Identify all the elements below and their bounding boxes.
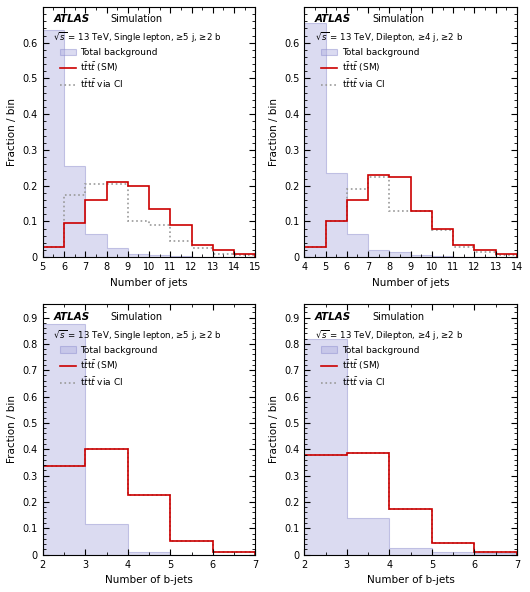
Text: (b): (b) [402,306,419,319]
Y-axis label: Fraction / bin: Fraction / bin [269,395,278,464]
Text: $\sqrt{s}$ = 13 TeV, Dilepton, ≥4 j, ≥2 b: $\sqrt{s}$ = 13 TeV, Dilepton, ≥4 j, ≥2 … [315,31,463,45]
Legend: Total background, t$\bar{t}$t$\bar{t}$ (SM), t$\bar{t}$t$\bar{t}$ via CI: Total background, t$\bar{t}$t$\bar{t}$ (… [58,344,160,390]
Text: $\sqrt{s}$ = 13 TeV, Single lepton, ≥5 j, ≥2 b: $\sqrt{s}$ = 13 TeV, Single lepton, ≥5 j… [54,328,222,343]
X-axis label: Number of b-jets: Number of b-jets [105,575,193,585]
Text: $\sqrt{s}$ = 13 TeV, Single lepton, ≥5 j, ≥2 b: $\sqrt{s}$ = 13 TeV, Single lepton, ≥5 j… [54,31,222,45]
Legend: Total background, t$\bar{t}$t$\bar{t}$ (SM), t$\bar{t}$t$\bar{t}$ via CI: Total background, t$\bar{t}$t$\bar{t}$ (… [320,344,421,390]
Text: Simulation: Simulation [111,312,163,322]
Y-axis label: Fraction / bin: Fraction / bin [269,98,278,166]
Text: (a): (a) [140,306,158,319]
Y-axis label: Fraction / bin: Fraction / bin [7,395,17,464]
Legend: Total background, t$\bar{t}$t$\bar{t}$ (SM), t$\bar{t}$t$\bar{t}$ via CI: Total background, t$\bar{t}$t$\bar{t}$ (… [58,47,160,92]
X-axis label: Number of jets: Number of jets [372,278,449,288]
Legend: Total background, t$\bar{t}$t$\bar{t}$ (SM), t$\bar{t}$t$\bar{t}$ via CI: Total background, t$\bar{t}$t$\bar{t}$ (… [320,47,421,92]
Text: ATLAS: ATLAS [315,14,351,24]
Y-axis label: Fraction / bin: Fraction / bin [7,98,17,166]
Text: ATLAS: ATLAS [54,312,90,322]
Text: Simulation: Simulation [373,312,425,322]
Text: $\sqrt{s}$ = 13 TeV, Dilepton, ≥4 j, ≥2 b: $\sqrt{s}$ = 13 TeV, Dilepton, ≥4 j, ≥2 … [315,328,463,343]
X-axis label: Number of b-jets: Number of b-jets [367,575,455,585]
X-axis label: Number of jets: Number of jets [110,278,188,288]
Text: ATLAS: ATLAS [315,312,351,322]
Text: Simulation: Simulation [111,14,163,24]
Text: ATLAS: ATLAS [54,14,90,24]
Text: Simulation: Simulation [373,14,425,24]
